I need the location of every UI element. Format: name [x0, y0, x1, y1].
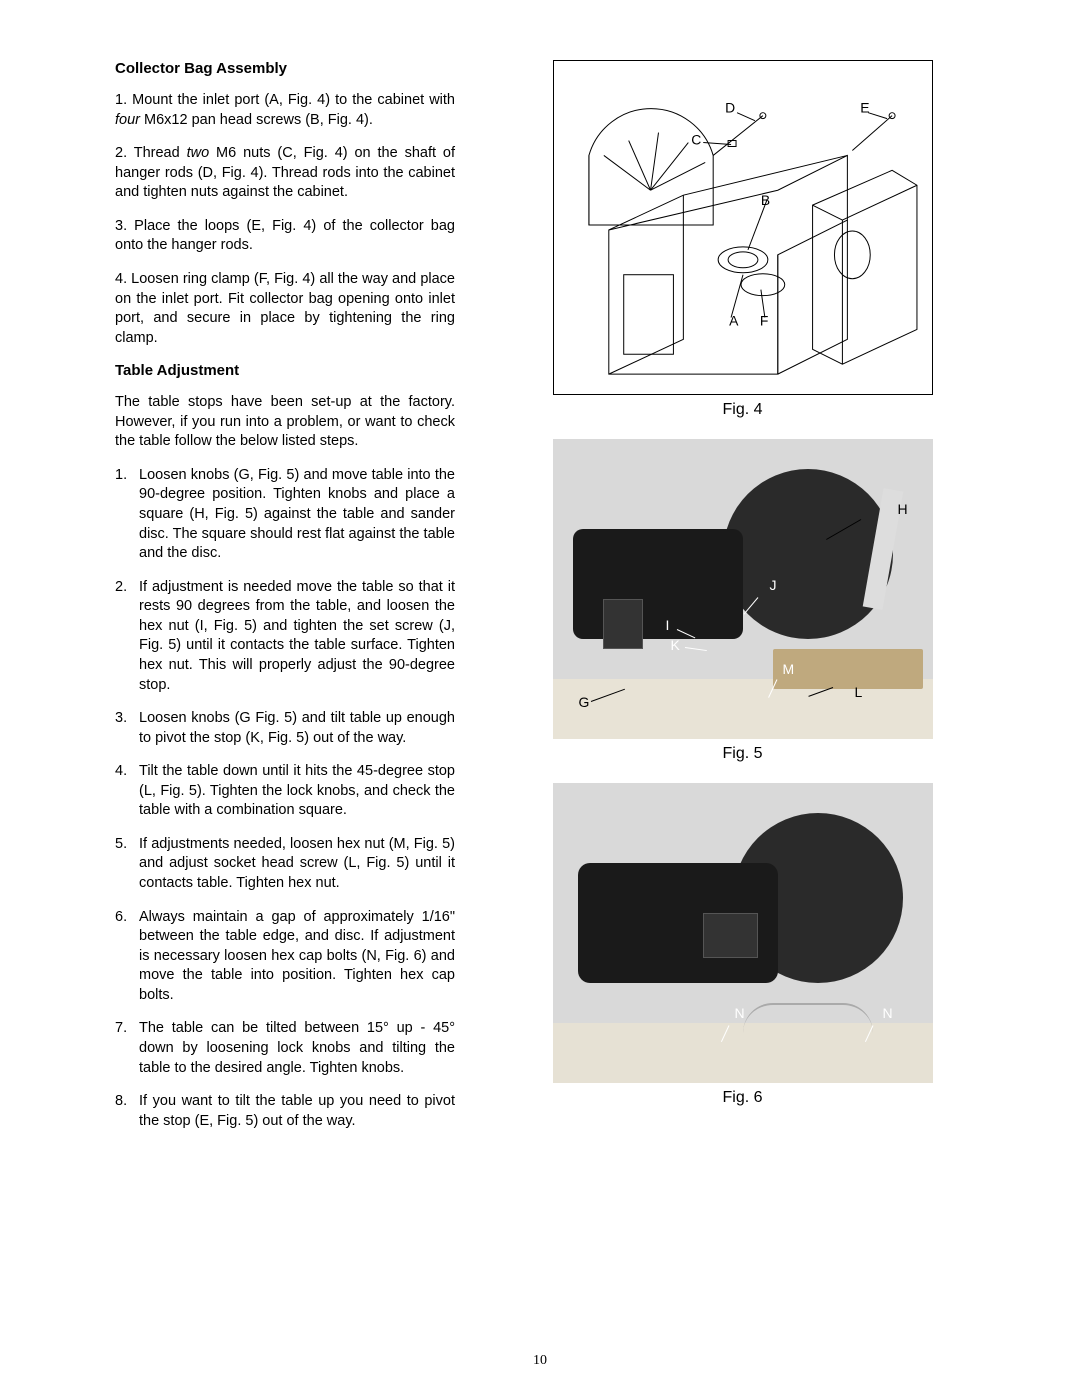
fig4-label-C: C: [691, 131, 701, 147]
fig5-label-G: G: [579, 694, 590, 710]
heading-table-adjustment: Table Adjustment: [115, 362, 455, 379]
fig4-label-A: A: [729, 312, 739, 328]
fig4-label-D: D: [725, 100, 735, 116]
fig5-label-M: M: [783, 661, 795, 677]
figure-4: A B C D E F Fig. 4: [495, 60, 990, 419]
collector-step-1: 1. Mount the inlet port (A, Fig. 4) to t…: [115, 91, 455, 130]
right-column: A B C D E F Fig. 4 G: [495, 60, 990, 1145]
fig5-label-I: I: [666, 617, 670, 633]
left-column: Collector Bag Assembly 1. Mount the inle…: [115, 60, 455, 1145]
table-step-5: If adjustments needed, loosen hex nut (M…: [115, 835, 455, 894]
fig4-svg: A B C D E F: [554, 61, 932, 394]
fig5-label-L: L: [855, 684, 863, 700]
table-step-2: If adjustment is needed move the table s…: [115, 578, 455, 695]
figure-6-caption: Fig. 6: [722, 1089, 762, 1107]
figure-4-image: A B C D E F: [553, 60, 933, 395]
page-number: 10: [533, 1353, 547, 1369]
heading-collector-bag: Collector Bag Assembly: [115, 60, 455, 77]
figure-6: N N Fig. 6: [495, 783, 990, 1107]
page-content: Collector Bag Assembly 1. Mount the inle…: [115, 60, 990, 1145]
table-step-1: Loosen knobs (G, Fig. 5) and move table …: [115, 466, 455, 564]
fig4-label-B: B: [760, 192, 769, 208]
fig4-label-F: F: [759, 312, 768, 328]
table-step-6: Always maintain a gap of approximately 1…: [115, 908, 455, 1006]
fig5-label-K: K: [671, 637, 680, 653]
figure-5-caption: Fig. 5: [722, 745, 762, 763]
collector-step-3: 3. Place the loops (E, Fig. 4) of the co…: [115, 217, 455, 256]
collector-step-4: 4. Loosen ring clamp (F, Fig. 4) all the…: [115, 270, 455, 348]
table-adj-intro: The table stops have been set-up at the …: [115, 393, 455, 452]
figure-5: G H I J K L M Fig. 5: [495, 439, 990, 763]
fig6-label-N-right: N: [883, 1005, 893, 1021]
fig5-label-H: H: [898, 501, 908, 517]
figure-5-image: G H I J K L M: [553, 439, 933, 739]
fig5-label-J: J: [770, 577, 777, 593]
figure-4-caption: Fig. 4: [722, 401, 762, 419]
table-step-7: The table can be tilted between 15° up -…: [115, 1019, 455, 1078]
fig4-label-E: E: [860, 100, 869, 116]
table-step-8: If you want to tilt the table up you nee…: [115, 1092, 455, 1131]
figure-6-image: N N: [553, 783, 933, 1083]
table-step-4: Tilt the table down until it hits the 45…: [115, 762, 455, 821]
table-step-3: Loosen knobs (G Fig. 5) and tilt table u…: [115, 709, 455, 748]
collector-step-2: 2. Thread two M6 nuts (C, Fig. 4) on the…: [115, 144, 455, 203]
table-adj-steps: Loosen knobs (G, Fig. 5) and move table …: [115, 466, 455, 1131]
fig6-label-N-left: N: [735, 1005, 745, 1021]
